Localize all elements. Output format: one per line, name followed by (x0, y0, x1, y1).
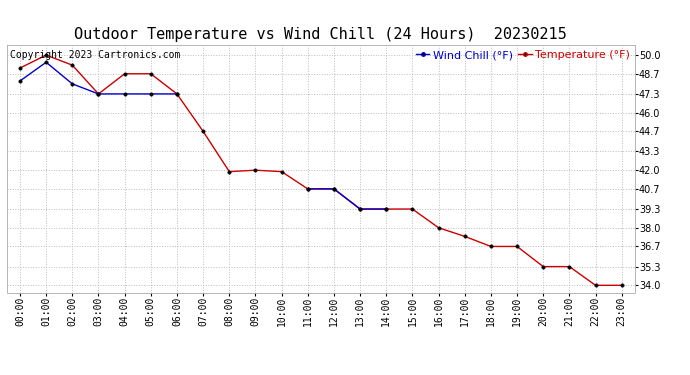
Legend: Wind Chill (°F), Temperature (°F): Wind Chill (°F), Temperature (°F) (412, 45, 634, 64)
Title: Outdoor Temperature vs Wind Chill (24 Hours)  20230215: Outdoor Temperature vs Wind Chill (24 Ho… (75, 27, 567, 42)
Text: Copyright 2023 Cartronics.com: Copyright 2023 Cartronics.com (10, 50, 180, 60)
